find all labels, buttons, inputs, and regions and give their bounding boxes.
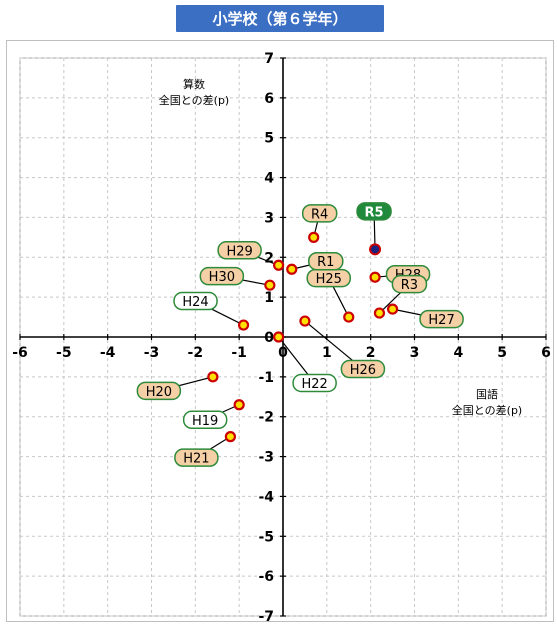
- x-tick-label: 0: [278, 345, 288, 361]
- data-points: [207, 231, 399, 443]
- tick-labels: -6 -5 -4 -3 -2 -1 0 1 2 3 4 5 676543210-1-2-3-4-5-6-…: [12, 51, 551, 625]
- x-tick-label: -1: [231, 345, 247, 361]
- data-label: H27: [428, 313, 454, 328]
- x-tick-label: -6: [12, 345, 28, 361]
- x-tick-label: -5: [56, 345, 72, 361]
- data-label: R1: [317, 255, 334, 270]
- data-labels: H19H20H21H22H24H25H26H27H28H29H30R1R3R4R…: [136, 202, 464, 467]
- data-label-box: [301, 204, 338, 223]
- y-axis-title-line2: 全国との差(p): [159, 93, 229, 107]
- y-tick-label: -7: [258, 609, 274, 625]
- data-label-box: [199, 266, 245, 286]
- data-point: [286, 263, 298, 275]
- y-tick-label: -3: [258, 450, 274, 466]
- x-tick-label: 1: [322, 345, 332, 361]
- data-point: [207, 371, 219, 383]
- data-point: [264, 279, 276, 291]
- data-label-box: [182, 410, 228, 430]
- x-tick-label: -4: [100, 345, 116, 361]
- data-point: [273, 331, 285, 343]
- data-label: R5: [365, 205, 384, 220]
- data-label: H21: [183, 452, 209, 467]
- y-tick-label: 6: [264, 91, 274, 107]
- x-tick-label: -2: [188, 345, 204, 361]
- data-label: H29: [226, 244, 252, 259]
- y-tick-label: 7: [264, 51, 274, 67]
- data-point: [233, 399, 245, 411]
- data-point: [369, 243, 382, 256]
- x-tick-label: 4: [453, 345, 463, 361]
- x-axis-title-line2: 全国との差(p): [452, 403, 522, 417]
- data-label-box: [391, 274, 428, 294]
- data-point: [343, 311, 355, 323]
- data-label: H30: [209, 270, 235, 285]
- data-label-box: [136, 381, 182, 401]
- data-point: [224, 431, 236, 443]
- data-label-box: [292, 373, 337, 393]
- y-tick-label: 2: [264, 250, 274, 266]
- data-label-box: [174, 448, 219, 467]
- y-tick-label: -4: [258, 489, 274, 505]
- y-tick-label: 5: [264, 131, 274, 147]
- data-label-box: [217, 241, 262, 260]
- x-tick-label: -3: [144, 345, 160, 361]
- data-label-box: [173, 291, 218, 311]
- y-tick-label: -5: [258, 529, 274, 545]
- x-tick-label: 6: [541, 345, 551, 361]
- x-tick-label: 5: [497, 345, 507, 361]
- data-point: [373, 307, 386, 319]
- y-tick-label: 4: [264, 171, 274, 187]
- data-point: [299, 315, 311, 327]
- x-tick-label: 2: [366, 345, 376, 361]
- data-label-box: [308, 251, 344, 271]
- data-label: R3: [401, 278, 418, 293]
- data-point: [237, 319, 250, 331]
- y-tick-label: 1: [264, 290, 274, 306]
- y-tick-label: -1: [258, 370, 274, 386]
- y-axis-title-line1: 算数: [183, 77, 205, 91]
- data-label: H25: [316, 272, 342, 287]
- data-label-box: [340, 359, 386, 379]
- chart-frame: [6, 40, 554, 622]
- data-label: H20: [146, 385, 172, 400]
- data-point: [273, 259, 285, 271]
- data-label: R4: [311, 207, 328, 222]
- y-tick-label: 0: [264, 330, 274, 346]
- y-tick-label: -2: [258, 410, 274, 426]
- y-tick-label: -6: [258, 569, 274, 585]
- x-tick-label: 3: [410, 345, 420, 361]
- data-label-box: [356, 202, 392, 221]
- data-point: [386, 303, 399, 315]
- y-tick-label: 3: [264, 210, 274, 226]
- data-point: [369, 271, 381, 283]
- data-label-box: [419, 309, 464, 329]
- data-label: H19: [192, 414, 218, 429]
- data-label: H22: [301, 377, 327, 392]
- data-point: [308, 231, 320, 243]
- chart-title: 小学校（第６学年）: [176, 5, 384, 32]
- x-axis-title-line1: 国語: [476, 387, 498, 401]
- data-label: H26: [350, 363, 376, 378]
- data-label: H24: [182, 295, 208, 310]
